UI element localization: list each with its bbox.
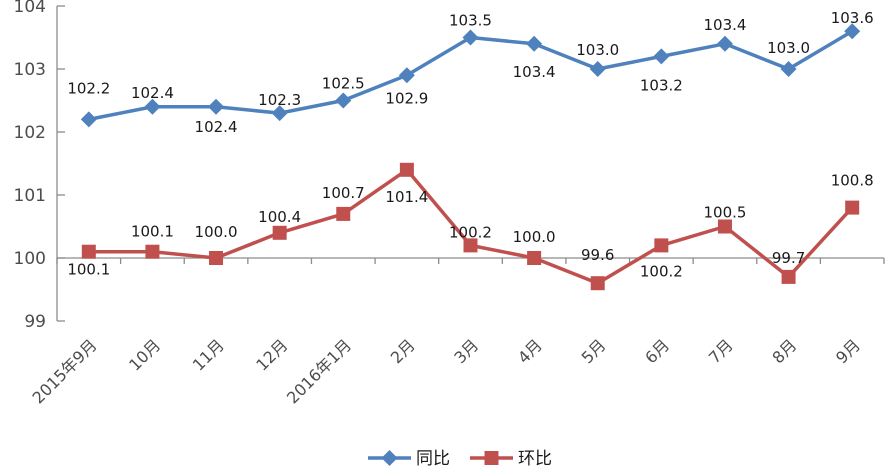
data-point-marker [589, 61, 606, 77]
data-point-marker [81, 244, 96, 259]
data-point-marker [462, 29, 479, 46]
data-point-marker [399, 162, 414, 177]
data-label: 100.0 [195, 223, 238, 241]
data-label: 101.4 [385, 188, 428, 206]
legend-label-0: 同比 [416, 449, 450, 469]
data-label: 102.3 [258, 91, 301, 109]
y-tick-label: 99 [24, 312, 46, 332]
data-point-marker [590, 276, 605, 291]
data-label: 100.2 [449, 223, 492, 241]
data-label: 100.8 [831, 172, 874, 190]
data-label: 102.2 [67, 79, 110, 97]
x-tick-label: 2016年1月 [283, 335, 355, 407]
data-label: 102.4 [131, 84, 174, 102]
x-tick-label: 10月 [125, 335, 164, 374]
data-label: 99.6 [581, 246, 614, 264]
data-point-marker [654, 238, 669, 253]
data-label: 103.0 [576, 41, 619, 59]
data-label: 103.5 [449, 12, 492, 30]
data-label: 100.2 [640, 262, 683, 280]
data-point-marker [526, 35, 543, 52]
axes-layer: 99 100 101 102 103 104 2015年9月 10月 11月 12月2016年1月… [14, 0, 885, 407]
data-point-marker [145, 244, 160, 259]
data-point-marker [844, 23, 861, 40]
x-tick-label: 7月 [705, 335, 737, 367]
x-tick-label: 2月 [387, 335, 419, 367]
x-tick-label: 2015年9月 [29, 335, 101, 407]
data-label: 103.6 [831, 9, 874, 27]
data-label: 103.2 [640, 76, 683, 94]
x-tick-label: 4月 [514, 335, 546, 367]
x-tick-label: 3月 [450, 335, 482, 367]
labels-layer: 102.2 102.4 102.4 102.3 102.5 102.9 103.5 103.4… [67, 9, 873, 280]
legend-key-marker-0 [381, 450, 398, 466]
y-tick-label: 104 [14, 0, 46, 17]
data-point-marker [780, 61, 797, 77]
x-tick-label: 5月 [578, 335, 610, 367]
x-tick-label: 8月 [768, 335, 800, 367]
data-point-marker [271, 105, 288, 122]
data-label: 100.1 [131, 223, 174, 241]
x-tick-label: 6月 [641, 335, 673, 367]
data-label: 103.0 [767, 39, 810, 57]
series-layer [80, 23, 861, 291]
legend-label-1: 环比 [518, 449, 552, 469]
data-point-marker [653, 48, 670, 65]
x-tick-label: 12月 [252, 335, 291, 374]
data-point-marker [335, 92, 352, 109]
data-point-marker [527, 251, 542, 265]
data-label: 100.1 [67, 261, 110, 279]
data-point-marker [845, 200, 860, 215]
data-label: 100.0 [513, 228, 556, 246]
data-label: 102.4 [195, 118, 238, 136]
data-label: 103.4 [513, 63, 556, 81]
data-label: 100.7 [322, 184, 365, 202]
legend-key-marker-1 [484, 451, 499, 465]
data-point-marker [208, 98, 225, 115]
data-point-marker [717, 219, 732, 234]
data-point-marker [272, 225, 287, 240]
x-tick-label: 11月 [189, 335, 228, 374]
data-label: 99.7 [772, 249, 805, 267]
data-point-marker [144, 98, 161, 115]
data-point-marker [336, 206, 351, 221]
y-tick-label: 102 [14, 123, 46, 143]
y-tick-label: 100 [14, 249, 46, 269]
data-label: 100.4 [258, 208, 301, 226]
data-point-marker [781, 269, 796, 284]
data-point-marker [398, 67, 415, 84]
y-tick-label: 103 [14, 60, 46, 80]
data-point-marker [463, 238, 478, 253]
data-label: 102.5 [322, 75, 365, 93]
data-label: 103.4 [703, 16, 746, 34]
data-label: 102.9 [385, 89, 428, 107]
data-label: 100.5 [703, 204, 746, 222]
x-tick-label: 9月 [832, 335, 864, 367]
data-point-marker [80, 111, 97, 128]
y-tick-label: 101 [14, 186, 46, 206]
data-point-marker [716, 35, 733, 52]
legend: 同比 环比 [368, 449, 552, 469]
data-point-marker [209, 251, 224, 265]
